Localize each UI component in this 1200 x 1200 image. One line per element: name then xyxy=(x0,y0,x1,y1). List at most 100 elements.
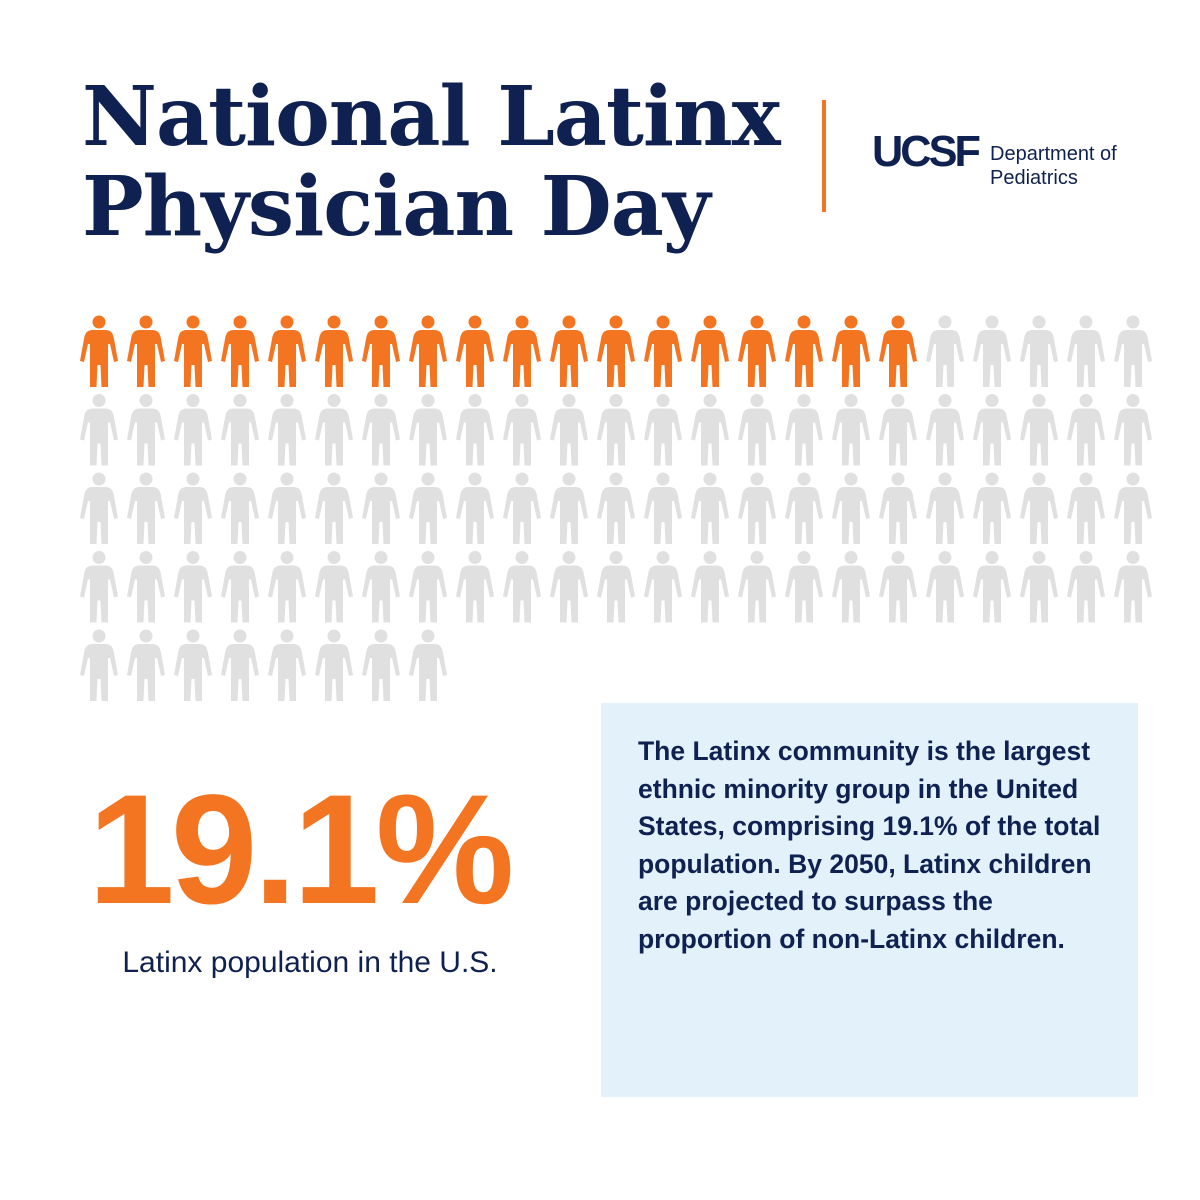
person-icon xyxy=(174,472,212,544)
person-icon xyxy=(1020,394,1058,466)
person-icon xyxy=(644,394,682,466)
ucsf-logo-mark: UCSF xyxy=(872,128,982,188)
header-divider xyxy=(822,100,826,212)
person-icon xyxy=(785,394,823,466)
person-icon xyxy=(785,472,823,544)
person-icon xyxy=(315,551,353,623)
person-icon xyxy=(926,551,964,623)
person-icon xyxy=(1020,315,1058,387)
info-text: The Latinx community is the largest ethn… xyxy=(638,736,1101,954)
person-icon xyxy=(550,472,588,544)
person-icon xyxy=(738,315,776,387)
person-icon xyxy=(221,472,259,544)
ucsf-department-line-1: Department of xyxy=(990,143,1117,165)
person-icon xyxy=(1114,472,1152,544)
person-icon xyxy=(456,472,494,544)
person-icon xyxy=(550,315,588,387)
person-icon xyxy=(1067,551,1105,623)
person-icon xyxy=(80,315,118,387)
person-icon xyxy=(879,315,917,387)
person-icon xyxy=(362,315,400,387)
person-icon xyxy=(268,315,306,387)
person-icon xyxy=(127,315,165,387)
person-icon xyxy=(174,315,212,387)
person-icon xyxy=(1020,472,1058,544)
person-icon xyxy=(597,394,635,466)
title-line-1: National Latinx xyxy=(82,69,781,165)
person-icon xyxy=(503,551,541,623)
person-icon xyxy=(362,629,400,701)
person-icon xyxy=(315,629,353,701)
person-icon xyxy=(879,394,917,466)
person-icon xyxy=(362,394,400,466)
person-icon xyxy=(926,472,964,544)
person-icon xyxy=(174,551,212,623)
person-icon xyxy=(221,551,259,623)
person-icon xyxy=(503,315,541,387)
person-icon xyxy=(503,472,541,544)
person-icon xyxy=(221,629,259,701)
page-title: National Latinx Physician Day xyxy=(82,69,781,255)
person-icon xyxy=(1067,472,1105,544)
person-icon xyxy=(550,551,588,623)
person-icon xyxy=(597,472,635,544)
person-icon xyxy=(409,629,447,701)
person-icon xyxy=(973,551,1011,623)
person-icon xyxy=(1067,315,1105,387)
person-icon xyxy=(738,551,776,623)
person-icon xyxy=(456,315,494,387)
person-icon xyxy=(80,472,118,544)
person-icon xyxy=(973,394,1011,466)
person-icon xyxy=(315,315,353,387)
person-icon xyxy=(1020,551,1058,623)
person-icon xyxy=(926,315,964,387)
person-icon xyxy=(174,629,212,701)
person-icon xyxy=(221,315,259,387)
person-icon xyxy=(268,394,306,466)
person-icon xyxy=(691,315,729,387)
person-icon xyxy=(362,472,400,544)
person-icon xyxy=(879,551,917,623)
person-icon xyxy=(832,315,870,387)
person-icon xyxy=(127,551,165,623)
person-icon xyxy=(127,472,165,544)
person-icon xyxy=(503,394,541,466)
person-icon xyxy=(80,629,118,701)
person-icon xyxy=(738,394,776,466)
person-icon xyxy=(785,315,823,387)
person-icon xyxy=(409,551,447,623)
person-icon xyxy=(973,472,1011,544)
stat-label: Latinx population in the U.S. xyxy=(122,946,498,979)
person-icon xyxy=(221,394,259,466)
person-icon xyxy=(879,472,917,544)
person-icon xyxy=(1067,394,1105,466)
person-icon xyxy=(315,394,353,466)
person-icon xyxy=(268,551,306,623)
ucsf-department-line-2: Pediatrics xyxy=(990,167,1078,189)
person-icon xyxy=(409,315,447,387)
person-icon xyxy=(973,315,1011,387)
person-icon xyxy=(597,551,635,623)
person-icon xyxy=(268,629,306,701)
person-icon xyxy=(362,551,400,623)
person-icon xyxy=(550,394,588,466)
person-icon xyxy=(738,472,776,544)
person-icon xyxy=(456,394,494,466)
title-line-2: Physician Day xyxy=(82,159,711,255)
person-icon xyxy=(1114,394,1152,466)
person-icon xyxy=(315,472,353,544)
person-icon xyxy=(644,472,682,544)
person-icon xyxy=(785,551,823,623)
person-icon xyxy=(127,629,165,701)
person-icon xyxy=(691,394,729,466)
person-icon xyxy=(926,394,964,466)
person-icon xyxy=(174,394,212,466)
person-icon xyxy=(832,551,870,623)
ucsf-department: Department of Pediatrics xyxy=(990,142,1117,190)
person-icon xyxy=(127,394,165,466)
stat-value: 19.1% xyxy=(88,763,514,937)
person-icon xyxy=(80,394,118,466)
person-icon xyxy=(644,315,682,387)
person-icon xyxy=(80,551,118,623)
person-icon xyxy=(1114,315,1152,387)
